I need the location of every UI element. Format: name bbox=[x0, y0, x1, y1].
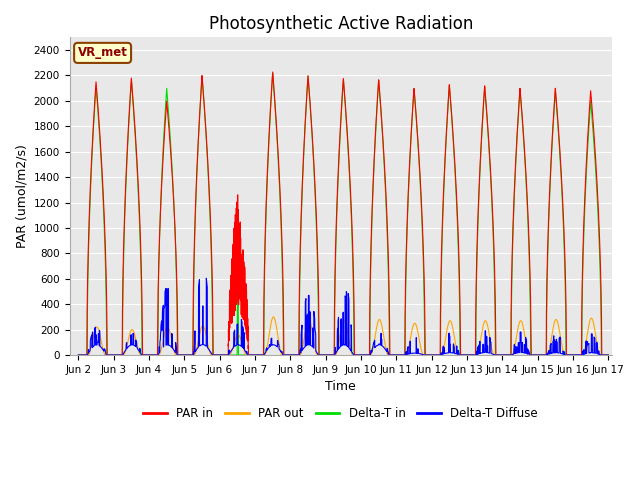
PAR out bbox=[255, 352, 262, 358]
Delta-T in bbox=[605, 352, 612, 358]
PAR in bbox=[576, 352, 584, 358]
Delta-T in bbox=[74, 352, 82, 358]
Delta-T Diffuse bbox=[462, 352, 470, 358]
PAR in bbox=[605, 352, 612, 358]
Delta-T in bbox=[477, 152, 484, 158]
PAR in bbox=[269, 69, 276, 75]
Text: VR_met: VR_met bbox=[77, 47, 127, 60]
PAR in bbox=[325, 352, 333, 358]
Delta-T in bbox=[576, 352, 584, 358]
Delta-T in bbox=[462, 352, 470, 358]
Y-axis label: PAR (umol/m2/s): PAR (umol/m2/s) bbox=[15, 144, 28, 248]
Title: Photosynthetic Active Radiation: Photosynthetic Active Radiation bbox=[209, 15, 473, 33]
Delta-T in bbox=[325, 352, 333, 358]
PAR out bbox=[269, 314, 277, 320]
PAR in bbox=[255, 352, 262, 358]
Delta-T Diffuse bbox=[202, 276, 210, 281]
PAR out bbox=[477, 336, 484, 342]
PAR out bbox=[582, 339, 590, 345]
Line: PAR in: PAR in bbox=[78, 72, 609, 355]
Delta-T in bbox=[269, 71, 276, 76]
Delta-T Diffuse bbox=[477, 350, 484, 356]
PAR out bbox=[325, 352, 333, 358]
PAR in bbox=[477, 149, 484, 155]
Line: Delta-T in: Delta-T in bbox=[78, 73, 609, 355]
Line: Delta-T Diffuse: Delta-T Diffuse bbox=[78, 278, 609, 355]
Legend: PAR in, PAR out, Delta-T in, Delta-T Diffuse: PAR in, PAR out, Delta-T in, Delta-T Dif… bbox=[139, 402, 543, 425]
Delta-T Diffuse bbox=[605, 352, 612, 358]
Delta-T Diffuse bbox=[255, 352, 262, 358]
PAR in bbox=[462, 352, 470, 358]
PAR out bbox=[605, 352, 612, 358]
PAR out bbox=[462, 352, 470, 358]
PAR in bbox=[74, 352, 82, 358]
Delta-T Diffuse bbox=[325, 352, 333, 358]
Delta-T Diffuse bbox=[576, 352, 584, 358]
PAR out bbox=[74, 352, 82, 358]
X-axis label: Time: Time bbox=[325, 380, 356, 393]
Delta-T in bbox=[582, 176, 590, 181]
Delta-T Diffuse bbox=[74, 352, 82, 358]
Line: PAR out: PAR out bbox=[78, 317, 609, 355]
Delta-T Diffuse bbox=[582, 338, 590, 344]
PAR in bbox=[582, 165, 590, 171]
Delta-T in bbox=[255, 352, 262, 358]
PAR out bbox=[576, 352, 584, 358]
